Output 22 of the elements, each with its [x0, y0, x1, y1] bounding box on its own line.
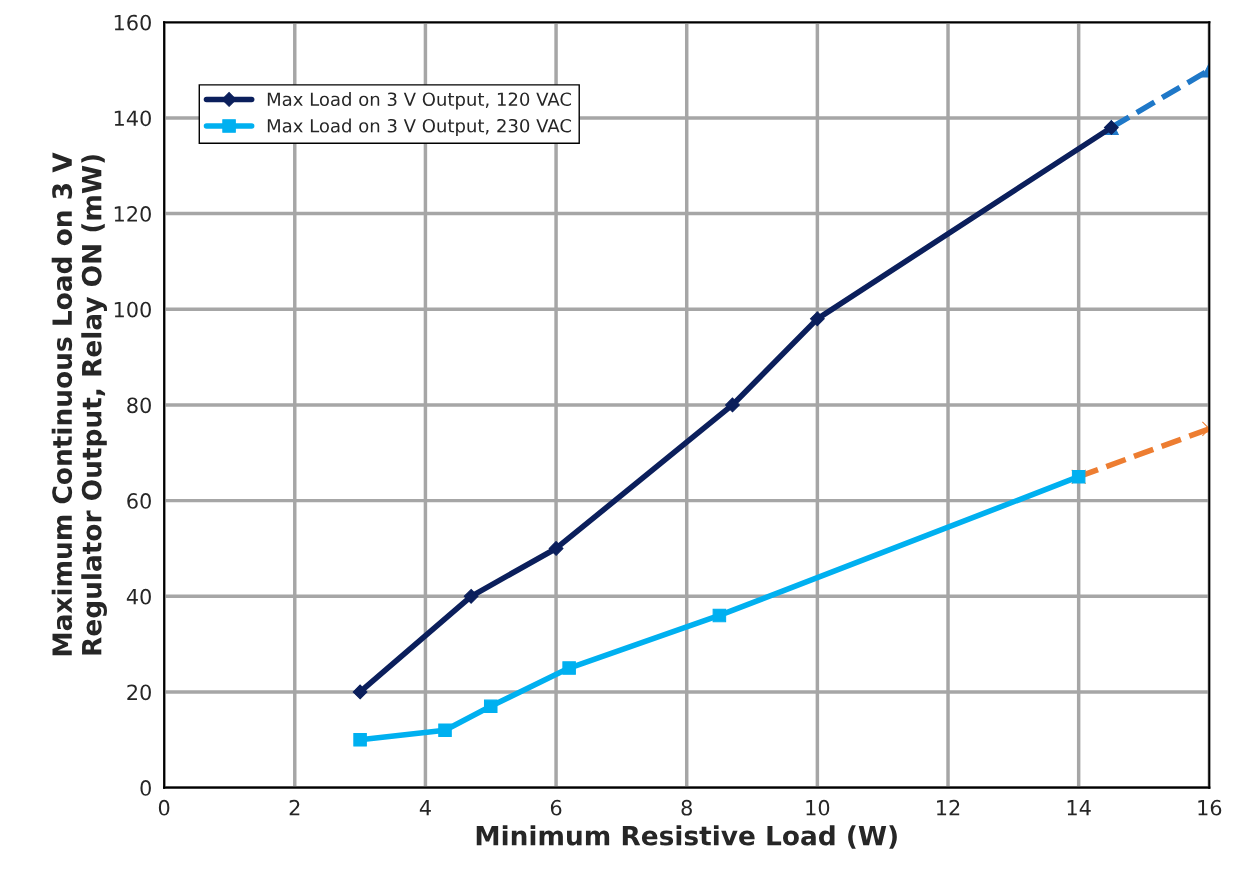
x-tick-label: 2 [289, 799, 300, 816]
x-tick-label: 4 [419, 800, 431, 816]
y-tick-label: 60 [127, 493, 151, 509]
legend-label: Max Load on 3 V Output, 230 VAC [267, 118, 572, 137]
y-tick-label: 40 [126, 588, 151, 605]
y-tick-label: 0 [140, 780, 151, 796]
x-axis-title: Minimum Resistive Load (W) [476, 825, 897, 849]
y-tick-label: 20 [127, 684, 151, 701]
y-tick-label: 80 [127, 397, 151, 414]
y-tick-label: 100 [114, 301, 151, 318]
x-tick-label: 14 [1067, 800, 1091, 816]
y-tick-label: 120 [114, 206, 151, 222]
x-tick-label: 6 [550, 799, 562, 816]
x-tick-label: 10 [806, 799, 830, 816]
y-tick-label: 160 [114, 14, 151, 31]
y-tick-label: 140 [114, 110, 151, 127]
x-tick-label: 12 [937, 799, 960, 816]
y-axis-title: Maximum Continuous Load on 3 V Regulator Output, Relay ON (mW) [51, 152, 107, 656]
x-tick-label: 0 [158, 799, 170, 816]
x-tick-label: 8 [681, 799, 692, 816]
x-tick-label: 16 [1198, 799, 1222, 816]
legend-label: Max Load on 3 V Output, 120 VAC [267, 92, 572, 110]
